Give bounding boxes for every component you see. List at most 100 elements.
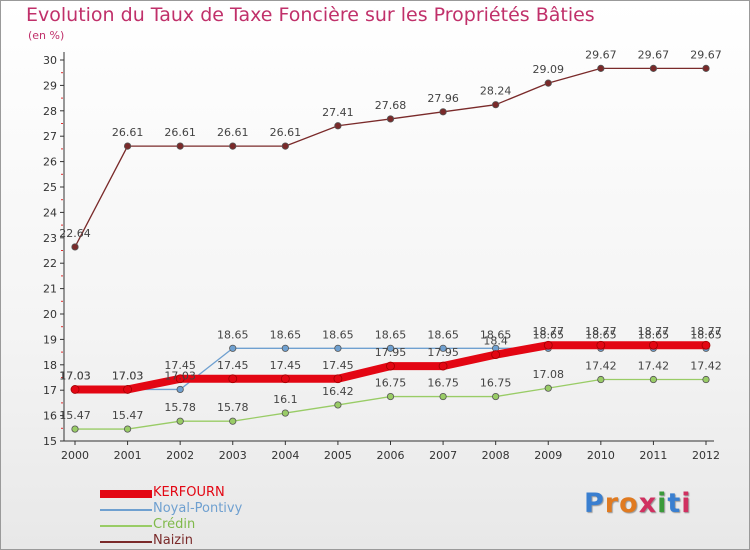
data-point-kerfourn — [70, 385, 80, 394]
x-tick-label: 2006 — [377, 449, 405, 462]
axes: 15 16 17 18 19 20 21 22 23 24 25 26 27 28 29 30 2000 2001… — [43, 52, 720, 462]
data-label-cr-din: 15.47 — [59, 409, 91, 422]
legend-label: Noyal-Pontivy — [153, 501, 243, 516]
data-label-noyal-pontivy: 18.65 — [585, 328, 617, 341]
series-naizin — [71, 64, 710, 251]
data-label-naizin: 26.61 — [164, 126, 196, 139]
data-point-kerfourn — [228, 374, 238, 384]
data-point-cr-din — [281, 409, 289, 417]
legend-swatch — [100, 509, 152, 511]
data-label-naizin: 29.67 — [690, 48, 722, 61]
data-point-cr-din — [386, 392, 395, 401]
data-label-naizin: 27.41 — [322, 106, 354, 119]
data-label-kerfourn: 17.45 — [164, 359, 196, 372]
data-point-noyal-pontivy — [281, 344, 289, 352]
y-tick-label: 19 — [43, 333, 57, 346]
y-tick-label: 30 — [43, 54, 57, 67]
data-label-cr-din: 15.78 — [164, 401, 196, 414]
data-point-cr-din — [71, 425, 79, 433]
legend-item: Naizin — [100, 533, 360, 550]
y-tick-label: 23 — [43, 232, 57, 245]
data-label-cr-din: 17.08 — [533, 368, 565, 381]
legend-label: KERFOURN — [153, 485, 225, 500]
data-label-naizin: 29.67 — [638, 48, 670, 61]
data-point-naizin — [649, 64, 658, 72]
y-tick-label: 16 — [43, 410, 57, 423]
y-tick-label: 29 — [43, 79, 57, 92]
data-label-cr-din: 16.75 — [480, 377, 512, 390]
data-point-kerfourn — [123, 385, 132, 394]
data-point-cr-din — [334, 401, 342, 409]
logo-letter: x — [638, 488, 658, 519]
x-tick-label: 2009 — [534, 449, 562, 462]
data-point-kerfourn — [333, 374, 343, 384]
logo-letter: i — [681, 488, 692, 519]
data-point-kerfourn — [438, 361, 448, 371]
data-label-kerfourn: 17.45 — [322, 359, 354, 372]
data-point-naizin — [597, 64, 605, 72]
series-kerfourn — [70, 340, 711, 394]
data-label-noyal-pontivy: 17.03 — [164, 369, 196, 382]
data-label-cr-din: 16.75 — [375, 377, 407, 390]
x-tick-label: 2003 — [219, 449, 247, 462]
data-label-naizin: 27.68 — [375, 99, 407, 112]
legend: KERFOURN Noyal-Pontivy Crédin Naizin — [100, 485, 360, 550]
data-label-cr-din: 17.42 — [690, 360, 722, 373]
legend-item: Crédin — [100, 517, 360, 534]
data-point-cr-din — [229, 417, 237, 425]
data-label-naizin: 26.61 — [112, 126, 144, 139]
logo-letter: P — [584, 488, 605, 519]
data-label-cr-din: 16.75 — [427, 377, 459, 390]
data-label-naizin: 26.61 — [270, 126, 302, 139]
data-label-kerfourn: 17.03 — [59, 369, 91, 382]
proxiti-logo: Proxiti — [584, 488, 692, 519]
x-tick-label: 2010 — [587, 449, 615, 462]
data-label-kerfourn: 18.4 — [483, 335, 508, 348]
y-tick-label: 17 — [43, 384, 57, 397]
data-label-kerfourn: 18.77 — [638, 325, 670, 338]
x-tick-label: 2008 — [482, 449, 510, 462]
data-point-noyal-pontivy — [176, 385, 184, 394]
data-label-naizin: 29.67 — [585, 48, 617, 61]
data-point-noyal-pontivy — [334, 344, 342, 352]
data-label-kerfourn: 17.45 — [217, 359, 249, 372]
data-point-naizin — [386, 115, 395, 123]
data-label-noyal-pontivy: 18.65 — [427, 328, 459, 341]
legend-swatch — [100, 525, 152, 527]
logo-letter: r — [604, 488, 620, 519]
data-point-cr-din — [123, 425, 132, 433]
data-label-naizin: 27.96 — [427, 92, 459, 105]
data-label-cr-din: 16.42 — [322, 385, 354, 398]
y-tick-label: 26 — [43, 156, 57, 169]
data-label-noyal-pontivy: 17.03 — [59, 369, 91, 382]
data-label-noyal-pontivy: 18.65 — [270, 328, 302, 341]
chart-title: Evolution du Taux de Taxe Foncière sur l… — [26, 4, 595, 26]
data-point-naizin — [176, 142, 184, 150]
y-tick-label: 22 — [43, 257, 57, 270]
data-label-noyal-pontivy: 18.65 — [375, 328, 407, 341]
data-label-cr-din: 17.42 — [638, 360, 670, 373]
y-axis-unit-label: (en %) — [28, 29, 65, 42]
data-point-naizin — [334, 122, 342, 130]
data-point-naizin — [71, 243, 79, 251]
x-tick-label: 2007 — [429, 449, 457, 462]
data-label-cr-din: 15.47 — [112, 409, 144, 422]
data-label-noyal-pontivy: 18.65 — [533, 328, 565, 341]
data-point-noyal-pontivy — [386, 344, 395, 352]
y-tick-label: 28 — [43, 105, 57, 118]
data-point-cr-din — [702, 375, 710, 384]
data-point-naizin — [281, 142, 289, 150]
x-tick-label: 2005 — [324, 449, 352, 462]
x-tick-label: 2000 — [61, 449, 89, 462]
data-label-kerfourn: 17.45 — [270, 359, 302, 372]
legend-swatch — [100, 541, 152, 543]
data-labels-layer: 22.64 26.61 26.61 26.61 26.61 27.41 27.68 27.96… — [59, 48, 722, 422]
y-tick-label: 27 — [43, 130, 57, 143]
x-tick-label: 2002 — [166, 449, 194, 462]
logo-letter: i — [657, 488, 668, 519]
legend-item: Noyal-Pontivy — [100, 501, 360, 518]
x-tick-label: 2001 — [114, 449, 142, 462]
data-point-naizin — [702, 64, 710, 72]
data-point-cr-din — [544, 384, 552, 392]
